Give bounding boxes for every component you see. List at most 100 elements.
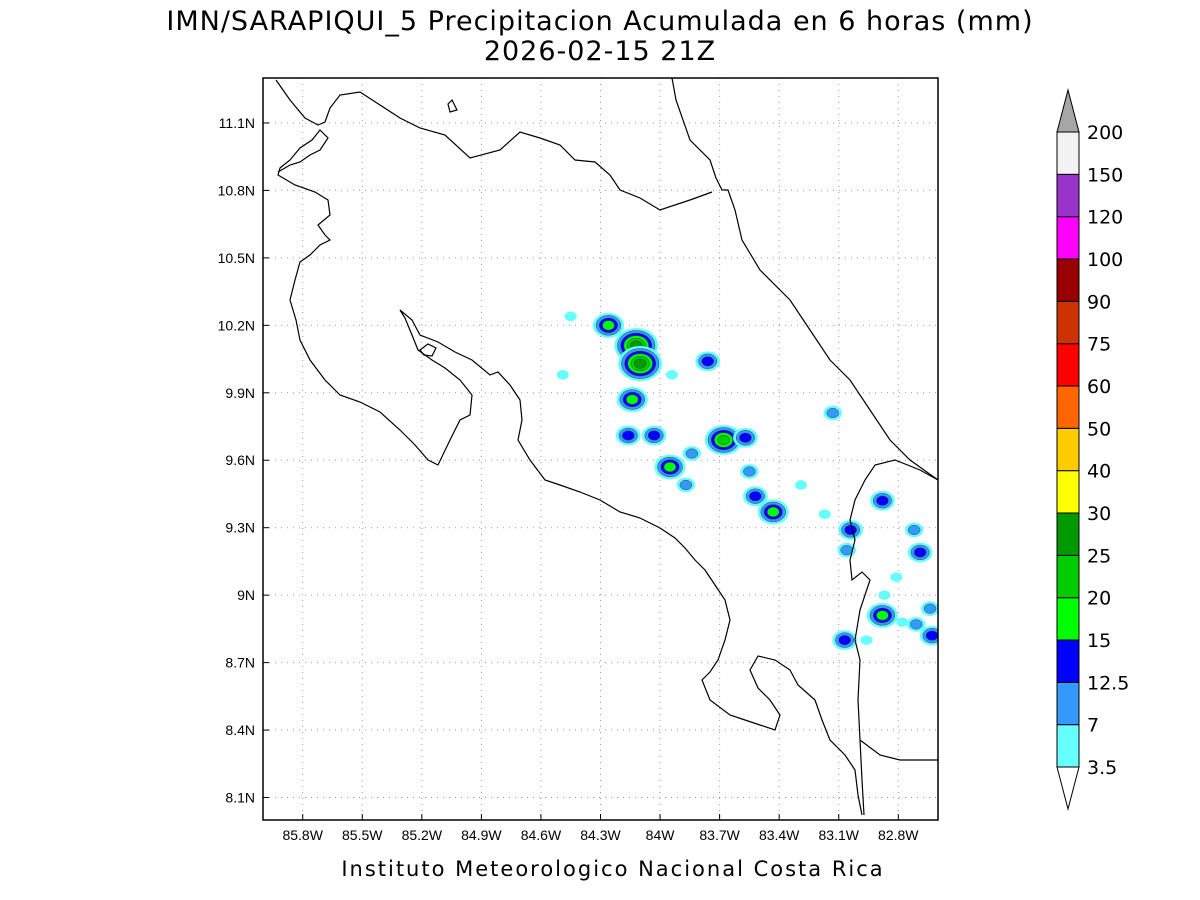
graticule-grid — [263, 78, 938, 820]
nicaragua-border — [275, 79, 713, 211]
colorbar-swatch — [1056, 343, 1080, 387]
gulf-coast — [859, 739, 938, 761]
x-tick-label: 85.5W — [342, 827, 383, 843]
x-tick-label: 83.4W — [759, 827, 800, 843]
precip-cell — [896, 617, 909, 627]
precip-contour-level-2 — [622, 430, 635, 441]
precip-contour-level-3 — [876, 610, 889, 621]
x-tick-label: 84.3W — [580, 827, 621, 843]
precip-contour-level-2 — [838, 635, 851, 646]
colorbar-swatch — [1056, 216, 1080, 260]
precip-contour-level-0 — [896, 617, 909, 627]
precip-contour-level-1 — [909, 619, 923, 630]
precip-cell — [823, 405, 842, 421]
colorbar-swatch — [1056, 554, 1080, 599]
island-outline — [447, 98, 458, 113]
colorbar-label: 12.5 — [1087, 672, 1129, 694]
colorbar-under-arrow — [1056, 766, 1080, 811]
precip-cell — [641, 425, 667, 446]
y-tick-label: 9.3N — [225, 520, 255, 536]
y-tick-label: 10.8N — [218, 182, 255, 198]
precip-cell — [907, 542, 933, 563]
footer-credit: Instituto Meteorologico Nacional Costa R… — [341, 857, 884, 881]
panama-border — [849, 459, 938, 816]
precip-contour-level-0 — [556, 370, 569, 380]
precip-contour-level-1 — [679, 479, 693, 491]
colorbar-swatch — [1056, 724, 1080, 768]
colorbar-label: 120 — [1087, 207, 1123, 229]
colorbar-swatch — [1056, 470, 1080, 514]
precip-cell — [904, 522, 924, 538]
precip-contour-level-1 — [826, 407, 840, 419]
precip-cell — [616, 387, 648, 413]
precip-cell — [837, 542, 856, 558]
precip-cell — [919, 625, 938, 646]
colorbar-label: 3.5 — [1087, 757, 1117, 779]
precip-contour-level-2 — [749, 491, 762, 502]
precip-cell — [654, 454, 686, 480]
precip-contour-level-0 — [564, 311, 577, 322]
precip-cell — [757, 499, 789, 525]
precip-cell — [818, 509, 831, 520]
y-tick-label: 9.6N — [225, 452, 255, 468]
map-title: IMN/SARAPIQUI_5 Precipitacion Acumulada … — [166, 6, 1033, 37]
y-tick-label: 11.1N — [219, 115, 255, 131]
precip-contour-level-2 — [913, 547, 927, 558]
precip-cell — [920, 601, 938, 617]
precip-cell — [906, 617, 926, 632]
colorbar-label: 40 — [1087, 461, 1111, 483]
precip-cell — [704, 424, 743, 456]
colorbar-label: 200 — [1087, 122, 1123, 144]
precip-cell — [665, 370, 678, 380]
precip-contour-level-4 — [717, 434, 730, 446]
precip-cell — [740, 464, 759, 479]
precip-cell — [832, 630, 858, 651]
y-tick-label: 8.1N — [225, 790, 255, 806]
colorbar-label: 60 — [1087, 376, 1111, 398]
precip-cell — [860, 635, 873, 645]
precip-cell — [866, 602, 899, 628]
colorbar-label: 20 — [1087, 588, 1111, 610]
precip-contour-level-2 — [647, 430, 661, 441]
x-tick-label: 84.6W — [521, 827, 562, 843]
colorbar-swatch — [1056, 512, 1080, 556]
coastlines-and-borders — [275, 78, 938, 816]
precip-cell — [682, 446, 702, 461]
x-tick-label: 82.8W — [878, 827, 919, 843]
precip-cell — [870, 490, 895, 511]
precip-contour-level-0 — [878, 590, 891, 600]
precip-contour-level-0 — [665, 370, 678, 380]
colorbar-swatch — [1056, 300, 1080, 345]
colorbar-swatch — [1056, 173, 1080, 218]
precip-cell — [890, 572, 903, 582]
colorbar-label: 90 — [1087, 291, 1111, 313]
precip-cell — [795, 480, 808, 490]
precip-contour-level-5 — [633, 358, 647, 369]
precip-cell — [676, 477, 696, 493]
precip-contour-level-3 — [602, 320, 615, 331]
caribbean-coast — [671, 78, 938, 481]
precip-cell — [742, 486, 768, 507]
colorbar-label: 150 — [1087, 164, 1123, 186]
x-tick-label: 85.8W — [282, 827, 323, 843]
precip-contour-level-3 — [663, 461, 677, 473]
precip-contour-level-1 — [907, 524, 921, 535]
colorbar-label: 75 — [1087, 334, 1111, 356]
colorbar-label: 7 — [1087, 715, 1099, 737]
precip-cell — [564, 311, 577, 322]
colorbar-label: 25 — [1087, 545, 1111, 567]
precip-cell — [556, 370, 569, 380]
colorbar-swatch — [1056, 639, 1080, 683]
precip-contour-level-3 — [766, 506, 780, 518]
x-tick-label: 84.9W — [461, 827, 502, 843]
precip-contour-level-0 — [890, 572, 903, 582]
precip-contour-level-1 — [685, 448, 699, 459]
x-tick-label: 83.7W — [699, 827, 740, 843]
precip-contour-level-2 — [739, 432, 752, 443]
x-tick-label: 85.2W — [402, 827, 443, 843]
colorbar-label: 30 — [1087, 503, 1111, 525]
colorbar-label: 15 — [1087, 630, 1111, 652]
pacific-coast — [277, 129, 863, 816]
lake-outline — [419, 343, 437, 357]
precip-cell — [695, 351, 721, 372]
